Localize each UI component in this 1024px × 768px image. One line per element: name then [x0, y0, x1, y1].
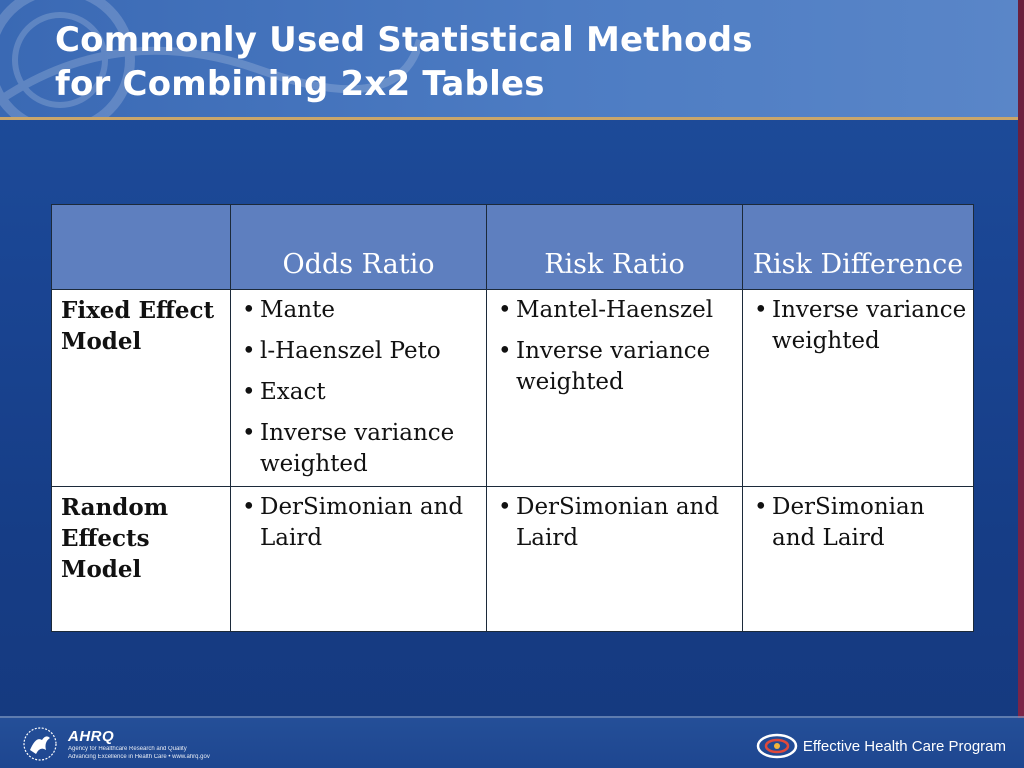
list-item: Mantel-Haenszel: [496, 295, 736, 326]
ahrq-mark: AHRQ: [68, 728, 115, 745]
list-item: l-Haenszel Peto: [240, 336, 480, 367]
header-cell-risk-ratio: Risk Ratio: [486, 204, 743, 290]
list-item: Exact: [240, 377, 480, 408]
list-item: DerSimonian and Laird: [752, 492, 967, 554]
cell-random-risk-difference: DerSimonian and Laird: [742, 486, 974, 632]
header-swirl-decoration: [0, 0, 420, 118]
ahrq-tagline-1: Agency for Healthcare Research and Quali…: [68, 746, 187, 752]
table-header-row: Odds Ratio Risk Ratio Risk Difference: [51, 204, 974, 290]
header-cell-odds-ratio: Odds Ratio: [230, 204, 487, 290]
row-label-fixed-effect: Fixed Effect Model: [51, 289, 231, 487]
hhs-eagle-logo-icon: [23, 727, 57, 761]
ahrq-tagline-2: Advancing Excellence in Health Care • ww…: [68, 754, 210, 760]
methods-table: Odds Ratio Risk Ratio Risk Difference Fi…: [51, 204, 974, 632]
table-row: Fixed Effect Model Mante l-Haenszel Peto…: [51, 289, 974, 487]
slide-title-line-2: for Combining 2x2 Tables: [55, 64, 545, 104]
list-item: Inverse variance weighted: [496, 336, 736, 398]
header-divider: [0, 117, 1024, 120]
list-item: Mante: [240, 295, 480, 326]
header-band: [0, 0, 1024, 118]
list-item: Inverse variance weighted: [752, 295, 967, 357]
cell-fixed-risk-difference: Inverse variance weighted: [742, 289, 974, 487]
header-cell-risk-difference: Risk Difference: [742, 204, 974, 290]
row-label-random-effects: Random Effects Model: [51, 486, 231, 632]
ehc-swirl-icon: [756, 733, 798, 759]
header-cell-empty: [51, 204, 231, 290]
list-item: DerSimonian and Laird: [496, 492, 736, 554]
cell-random-odds-ratio: DerSimonian and Laird: [230, 486, 487, 632]
cell-fixed-risk-ratio: Mantel-Haenszel Inverse variance weighte…: [486, 289, 743, 487]
list-item: Inverse variance weighted: [240, 418, 480, 480]
cell-random-risk-ratio: DerSimonian and Laird: [486, 486, 743, 632]
program-name: Effective Health Care Program: [802, 737, 1006, 755]
ahrq-logo: AHRQ Agency for Healthcare Research and …: [68, 728, 210, 761]
cell-fixed-odds-ratio: Mante l-Haenszel Peto Exact Inverse vari…: [230, 289, 487, 487]
footer-band: [0, 718, 1024, 768]
table-row: Random Effects Model DerSimonian and Lai…: [51, 486, 974, 632]
list-item: DerSimonian and Laird: [240, 492, 480, 554]
footer-divider: [0, 716, 1024, 718]
right-edge-accent: [1018, 0, 1024, 768]
slide-title-line-1: Commonly Used Statistical Methods: [55, 20, 753, 60]
slide-title: Commonly Used Statistical Methods for Co…: [55, 18, 753, 106]
effective-health-care-logo: Effective Health Care Program: [755, 732, 1006, 760]
